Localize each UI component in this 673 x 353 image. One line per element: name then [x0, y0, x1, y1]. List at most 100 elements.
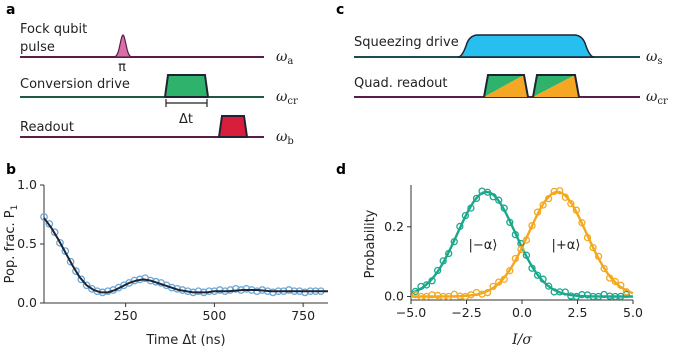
b-data-point	[285, 286, 293, 294]
b-data-point	[167, 283, 176, 292]
b-ylabel: Pop. frac. P1	[3, 205, 20, 284]
d-data-point	[622, 288, 630, 296]
d-data-point	[489, 282, 497, 291]
b-data-point	[66, 257, 75, 266]
d-data-point	[606, 274, 614, 282]
panel-label-c: c	[336, 2, 344, 18]
b-data-point	[45, 220, 54, 228]
d-data-point	[572, 206, 581, 214]
d-data-point	[506, 218, 514, 226]
squeezing-pulse	[457, 34, 595, 58]
b-data-point	[72, 267, 80, 275]
conversion-pulse	[163, 74, 210, 98]
b-data-point	[50, 228, 59, 237]
d-data-point	[533, 271, 542, 279]
d-xtick-label: 5.0	[623, 305, 643, 320]
d-data-point	[489, 193, 497, 201]
d-data-point	[483, 288, 492, 297]
panel-a: Fock qubit pulse π ωa Conversion drive Δ…	[20, 22, 298, 147]
squeezing-label: Squeezing drive	[354, 35, 459, 50]
d-data-point	[422, 281, 431, 289]
d-data-point	[522, 251, 531, 259]
d-data-point	[500, 204, 508, 212]
d-fit-curve-1	[411, 190, 634, 298]
freq-b: ωb	[276, 129, 294, 147]
d-data-point	[544, 282, 553, 290]
readout-label: Readout	[20, 120, 74, 135]
d-data-point	[611, 277, 619, 286]
d-data-point	[433, 266, 442, 275]
d-data-point	[522, 236, 531, 244]
freq-a: ωa	[276, 49, 293, 67]
b-data-point	[194, 287, 203, 296]
b-data-point	[93, 287, 102, 296]
d-data-point	[556, 187, 564, 195]
panel-c: Squeezing drive ωs Quad. readout ωcr	[354, 34, 668, 107]
b-ytick-label: 1.0	[17, 177, 37, 192]
b-ytick-label: 0.5	[17, 236, 37, 251]
pi-pulse	[111, 34, 135, 58]
d-xtick-label: −5.0	[396, 305, 426, 320]
d-data-point	[483, 188, 492, 196]
panel-label-d: d	[336, 162, 346, 178]
d-fit-curve-0	[410, 190, 633, 298]
quad-pulse-2	[532, 74, 580, 98]
d-data-point	[511, 254, 519, 263]
delta-t-label: Δt	[179, 112, 193, 127]
delta-t-bracket	[165, 99, 208, 107]
d-data-point	[539, 275, 547, 283]
d-data-point	[445, 249, 453, 258]
b-data-point	[231, 284, 240, 293]
chart-b: 250 500 750 0.0 0.5 1.0 Time Δt (ns) Pop. fra…	[3, 177, 328, 348]
b-xlabel: Time Δt (ns)	[145, 333, 225, 348]
d-data-point	[500, 275, 508, 283]
quad-pulse-1	[483, 74, 529, 98]
b-data-point	[40, 213, 48, 221]
d-xlabel: I/σ	[511, 332, 532, 348]
d-data-point	[617, 281, 625, 289]
d-ylabel: Probability	[363, 209, 378, 278]
freq-s: ωs	[646, 49, 663, 67]
b-ytick-label: 0.0	[17, 295, 37, 310]
d-ytick-label: 0.2	[384, 219, 404, 234]
d-data-point	[561, 193, 569, 201]
panel-label-b: b	[6, 162, 16, 178]
b-data-point	[301, 288, 309, 297]
d-data-point	[428, 277, 436, 285]
d-xtick-label: 2.5	[568, 305, 588, 320]
b-data-point	[56, 238, 64, 247]
d-data-point	[439, 257, 447, 265]
chart-d: −5.0 −2.5 0.0 2.5 5.0 0.0 0.2 |−α⟩ |+α⟩ I/σ Pr…	[363, 185, 643, 348]
d-data-point	[622, 290, 630, 299]
freq-cr-c: ωcr	[646, 89, 668, 107]
pi-label: π	[118, 60, 126, 75]
d-data-point	[561, 288, 569, 296]
d-data-point	[506, 267, 514, 275]
d-data-point	[600, 264, 608, 273]
fock-label-line1: Fock qubit	[20, 22, 87, 37]
d-data-point	[495, 278, 503, 286]
d-ytick-label: 0.0	[384, 289, 404, 304]
d-data-point	[461, 211, 470, 220]
d-data-point	[472, 194, 481, 203]
d-data-point	[450, 238, 458, 246]
panel-label-a: a	[6, 2, 15, 18]
d-data-point	[594, 252, 603, 261]
b-fit-line	[43, 217, 328, 294]
d-data-point	[411, 287, 420, 296]
b-data-point	[82, 281, 91, 290]
d-data-point	[511, 230, 519, 239]
d-data-point	[583, 233, 592, 242]
d-data-point	[544, 194, 553, 203]
d-xtick-label: −2.5	[451, 305, 481, 320]
fock-label-line2: pulse	[20, 40, 55, 55]
b-xtick-label: 500	[202, 308, 226, 323]
b-xtick-label: 750	[291, 308, 315, 323]
b-data-point	[242, 284, 251, 293]
d-data-point	[539, 201, 547, 209]
d-data-point	[589, 243, 597, 252]
readout-pulse	[217, 115, 249, 138]
d-data-point	[528, 221, 536, 230]
b-data-point	[77, 275, 86, 284]
